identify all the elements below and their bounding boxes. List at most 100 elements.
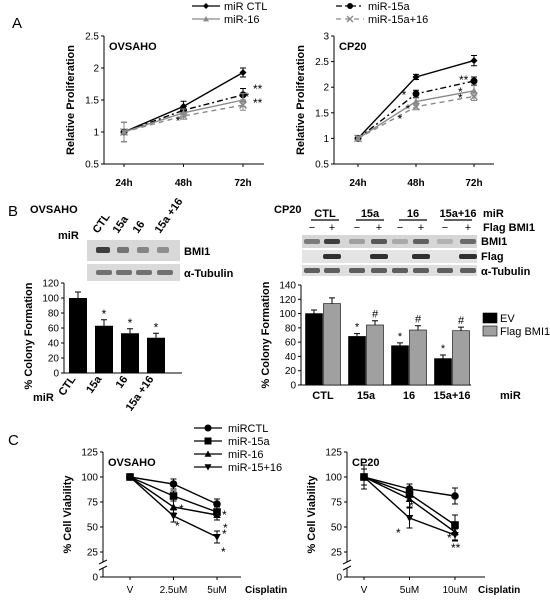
chart-b1-ytick-label: 0 bbox=[53, 369, 59, 380]
chart-a2-annotation: * bbox=[406, 102, 411, 116]
legend-c-marker-mir-15-16 bbox=[204, 464, 212, 471]
legend-c-marker-mirctl bbox=[204, 424, 212, 432]
chart-c1-ytick-label: 25 bbox=[87, 548, 99, 559]
chart-c1-point-mir-15-16 bbox=[213, 533, 221, 541]
panel-label-c: C bbox=[8, 432, 19, 449]
blot-b2-group-label-15a: 15a bbox=[361, 208, 380, 220]
chart-c2-point-mir-16 bbox=[405, 495, 414, 503]
chart-b2-bar-flag-bmi1-16 bbox=[409, 329, 427, 386]
blot-b2-flag-band bbox=[370, 254, 388, 259]
blot-b2-tubulin-band bbox=[392, 268, 408, 273]
chart-b1-bar-15a bbox=[95, 325, 113, 373]
legend-c-label-mir-15-16: miR-15+16 bbox=[228, 462, 282, 474]
blot-b2-flag-strip bbox=[302, 250, 477, 263]
blot-b2-bmi1-band bbox=[460, 239, 476, 244]
chart-c1-ylabel: % Cell Viability bbox=[62, 475, 74, 554]
blot-b2-group-label-15a-16: 15a+16 bbox=[439, 208, 476, 220]
chart-b1-errorbar bbox=[101, 319, 107, 326]
blot-b2-bmi1-band bbox=[413, 239, 429, 244]
chart-c2-annotation: ** bbox=[451, 541, 461, 555]
chart-b1-ytick-label: 100 bbox=[42, 294, 59, 305]
chart-c2-xtick-label-10um: 10uM bbox=[442, 585, 467, 596]
chart-c1-annotation: * bbox=[221, 545, 226, 559]
chart-b2-errorbar bbox=[415, 325, 421, 330]
chart-b2-legend-label-ev: EV bbox=[500, 313, 515, 325]
chart-c1-point-mirctl bbox=[169, 480, 178, 488]
blot-b2-flag-band bbox=[459, 254, 477, 259]
chart-a2-ylabel: Relative Proliferation bbox=[295, 45, 307, 155]
panel-label-a: A bbox=[12, 15, 22, 32]
legend-a-label-mir-15a-16: miR-15a+16 bbox=[368, 14, 428, 26]
chart-c2-axis-break-mark bbox=[342, 559, 352, 565]
chart-a1-ytick-label: 1.5 bbox=[85, 96, 99, 107]
chart-c2-point-mirctl bbox=[451, 492, 459, 500]
chart-b1-bar-16 bbox=[121, 333, 139, 373]
chart-a1-ytick-label: 1 bbox=[93, 128, 99, 139]
chart-c2-ytick-label: 0 bbox=[336, 573, 342, 584]
chart-b1-xtick-label-16: 16 bbox=[114, 374, 131, 391]
chart-a2-annotation: ** bbox=[459, 73, 469, 87]
blot-b2-flag-band bbox=[323, 254, 341, 259]
legend-a-marker-mir-ctl bbox=[203, 3, 209, 9]
legend-c-marker-mir-16 bbox=[204, 450, 212, 457]
blot-b2-bmi1-strip bbox=[302, 235, 477, 248]
chart-b1-ytick-label: 20 bbox=[48, 354, 60, 365]
chart-a2-ytick-label: 1 bbox=[323, 134, 329, 145]
chart-c1-point-mir-15-16 bbox=[169, 512, 178, 520]
chart-c1-point-mir-16 bbox=[169, 503, 178, 511]
chart-c1-ytick-label: 125 bbox=[81, 448, 98, 459]
blot-b1-bmi1-band bbox=[137, 247, 149, 253]
chart-b2-legend-label-flag-bmi1: Flag BMI1 bbox=[500, 326, 550, 338]
blot-b2-group-label-ctl: CTL bbox=[314, 208, 336, 220]
chart-a1-point-mir-15a-16 bbox=[120, 128, 128, 136]
blot-b2-bmi1-band bbox=[304, 239, 320, 244]
chart-a1-point-mir-15a-16 bbox=[239, 101, 247, 110]
chart-c1-xlabel: Cisplatin bbox=[245, 585, 287, 596]
blot-b1-lane-label-16: 16 bbox=[131, 219, 148, 236]
blot-b1-tubulin-band bbox=[116, 270, 132, 275]
blot-b2-flag-band bbox=[412, 254, 430, 259]
chart-b2-xtick-label-15a: 15a bbox=[357, 390, 376, 402]
blot-b2-lane-sign: − bbox=[397, 222, 403, 234]
blot-b2-tubulin-band bbox=[413, 268, 429, 273]
chart-a2-xtick-label-24h: 24h bbox=[349, 178, 366, 189]
chart-a2-point-mir-ctl bbox=[470, 57, 478, 65]
chart-a1-xtick-label-24h: 24h bbox=[115, 178, 132, 189]
blot-b2-bmi1-band bbox=[437, 239, 453, 244]
chart-a2-ytick-label: 3 bbox=[323, 32, 329, 43]
blot-b2-bmi1-band bbox=[371, 239, 387, 244]
legend-c-label-mir-16: miR-16 bbox=[228, 449, 263, 461]
chart-b2-xtick-label-ctl: CTL bbox=[312, 390, 334, 402]
chart-b2-bar-ev-15a-16 bbox=[434, 358, 452, 386]
chart-c1-axis-break-gap bbox=[99, 562, 107, 568]
chart-a2-ytick-label: 0.5 bbox=[315, 160, 329, 171]
blot-b2-lane-sign: − bbox=[442, 222, 448, 234]
chart-b2-xtick-label-15a-16: 15a+16 bbox=[433, 390, 470, 402]
blot-b2-lane-sign: + bbox=[329, 222, 335, 234]
chart-c2-xtick-label-5um: 5uM bbox=[400, 585, 419, 596]
chart-a2-point-mir-15a bbox=[412, 90, 420, 98]
chart-a1-annotation: * bbox=[176, 114, 181, 128]
chart-a2-ytick-label: 2 bbox=[323, 83, 329, 94]
blot-b2-row2-label: Flag BMI1 bbox=[483, 222, 535, 234]
blot-b2-band-label-tubulin: α-Tubulin bbox=[481, 266, 531, 278]
blot-b2-tubulin-band bbox=[371, 268, 387, 273]
chart-b2-bar-ev-15a bbox=[348, 336, 366, 386]
chart-a1-xtick-label-72h: 72h bbox=[234, 178, 251, 189]
chart-c2-axis-break-mark bbox=[342, 565, 352, 571]
chart-b2-errorbar bbox=[458, 326, 464, 331]
chart-c2-annotation: * bbox=[396, 526, 401, 540]
chart-a2-point-mir-16 bbox=[412, 98, 420, 105]
chart-b2-annotation: * bbox=[398, 331, 403, 343]
legend-a-marker-mir-15a-16 bbox=[346, 15, 354, 23]
legend-a-label-mir-16: miR-16 bbox=[224, 14, 259, 26]
blot-b2-title: CP20 bbox=[274, 204, 302, 216]
chart-b2-errorbar bbox=[397, 342, 403, 346]
chart-b1-ytick-label: 120 bbox=[42, 279, 59, 290]
blot-b1-bmi1-strip bbox=[87, 240, 180, 261]
chart-b1-xtick-label-15a: 15a bbox=[84, 373, 105, 396]
chart-a1-ytick-label: 2 bbox=[93, 64, 99, 75]
chart-b2-annotation: * bbox=[355, 322, 360, 334]
blot-b2-bmi1-band bbox=[349, 239, 365, 244]
